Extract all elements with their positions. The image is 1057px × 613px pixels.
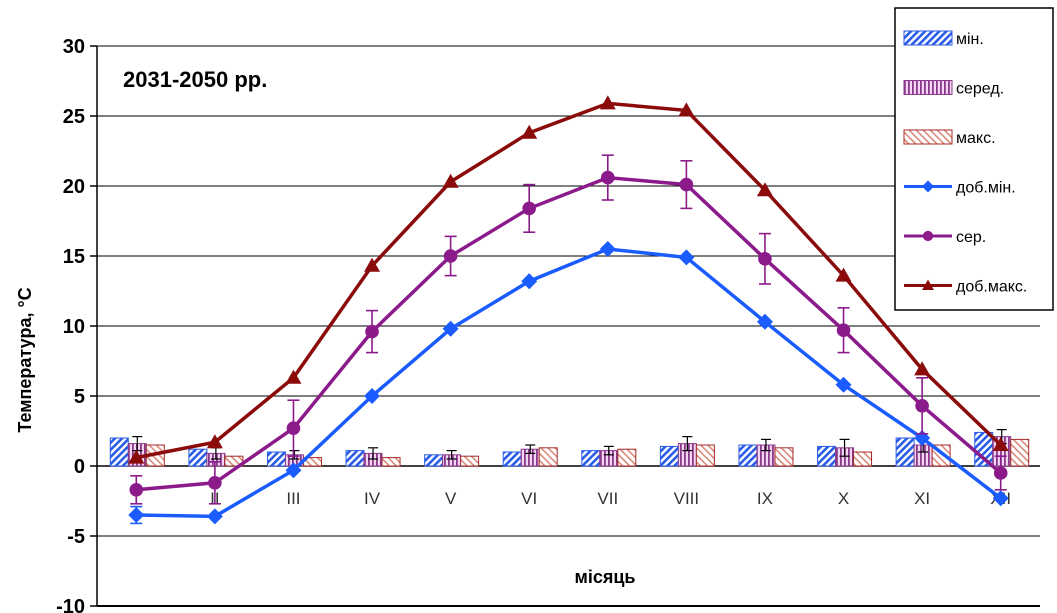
legend-label: доб.макс. bbox=[956, 279, 1027, 296]
series-line bbox=[135, 101, 1002, 460]
legend-label: доб.мін. bbox=[956, 180, 1016, 197]
data-point bbox=[992, 490, 1009, 507]
data-point bbox=[365, 324, 379, 339]
chart-title: 2031-2050 рр. bbox=[123, 67, 267, 92]
data-point bbox=[758, 251, 772, 266]
y-tick-label: -5 bbox=[67, 526, 85, 548]
data-point bbox=[442, 173, 459, 188]
bar bbox=[538, 447, 558, 467]
bar bbox=[224, 455, 244, 467]
bar bbox=[109, 437, 129, 467]
legend-swatch bbox=[903, 80, 953, 95]
bar bbox=[381, 457, 401, 467]
legend-marker bbox=[922, 180, 934, 193]
bar bbox=[345, 450, 365, 467]
data-point bbox=[599, 241, 616, 257]
data-point bbox=[599, 95, 616, 110]
data-point bbox=[915, 399, 929, 413]
bar bbox=[617, 448, 637, 467]
x-tick-label: XI bbox=[914, 489, 930, 508]
x-tick-label: III bbox=[286, 489, 300, 508]
bar bbox=[460, 455, 480, 467]
data-point bbox=[443, 249, 458, 263]
legend-marker bbox=[922, 279, 934, 290]
series-line bbox=[136, 247, 1002, 519]
bar bbox=[266, 451, 286, 467]
data-point bbox=[522, 201, 537, 216]
y-tick-label: 5 bbox=[74, 386, 85, 408]
bar bbox=[774, 447, 794, 467]
y-tick-label: -10 bbox=[56, 596, 85, 613]
y-tick-label: 0 bbox=[74, 456, 85, 478]
legend: мін. серед. макс. доб.мін. сер. доб.макс. bbox=[894, 7, 1054, 311]
x-tick-label: X bbox=[838, 489, 849, 508]
y-tick-label: 15 bbox=[63, 246, 85, 268]
data-point bbox=[442, 320, 459, 337]
data-point bbox=[679, 177, 694, 192]
legend-swatch bbox=[903, 129, 953, 145]
data-point bbox=[993, 466, 1008, 480]
bar bbox=[974, 431, 994, 467]
data-point bbox=[835, 267, 852, 282]
bar bbox=[853, 451, 873, 467]
y-tick-label: 30 bbox=[63, 36, 85, 58]
legend-label: макс. bbox=[956, 130, 996, 147]
data-point bbox=[600, 170, 615, 185]
legend-marker bbox=[922, 230, 934, 242]
data-point bbox=[128, 449, 145, 464]
bar bbox=[424, 454, 444, 467]
bar bbox=[502, 451, 522, 467]
y-axis-title: Температура, °C bbox=[15, 287, 35, 432]
y-tick-label: 25 bbox=[63, 106, 85, 128]
x-tick-labels: IIIIIIIVVVIVIIVIIIIXXXIXII bbox=[134, 489, 1011, 508]
data-point bbox=[129, 483, 144, 497]
x-tick-label: VII bbox=[597, 489, 618, 508]
bar bbox=[695, 444, 715, 467]
data-point bbox=[521, 273, 538, 290]
y-tick-labels: 30 25 20 15 10 5 0 -5 -10 bbox=[56, 36, 85, 613]
legend-label: мін. bbox=[956, 31, 984, 48]
legend-label: серед. bbox=[956, 81, 1004, 98]
bar bbox=[659, 445, 679, 467]
data-point bbox=[835, 376, 852, 393]
data-point bbox=[286, 421, 301, 436]
x-tick-label: IV bbox=[364, 489, 381, 508]
data-point bbox=[285, 462, 302, 479]
x-tick-label: VIII bbox=[674, 489, 700, 508]
data-point bbox=[521, 124, 538, 139]
data-point bbox=[992, 437, 1009, 451]
legend-label: сер. bbox=[956, 229, 986, 246]
data-point bbox=[208, 476, 222, 490]
x-axis-title: місяць bbox=[575, 567, 636, 587]
bar bbox=[581, 450, 601, 467]
bar bbox=[895, 437, 915, 467]
series-line bbox=[136, 175, 1002, 492]
data-point bbox=[836, 323, 851, 338]
data-point bbox=[914, 361, 931, 376]
y-tick-label: 20 bbox=[63, 176, 85, 198]
x-tick-label: VI bbox=[521, 489, 537, 508]
bar bbox=[188, 448, 208, 467]
data-point bbox=[756, 182, 773, 197]
data-point bbox=[364, 257, 381, 272]
bar bbox=[1010, 438, 1030, 467]
data-point bbox=[206, 434, 223, 449]
line-series bbox=[128, 95, 1009, 525]
axes bbox=[96, 46, 1040, 607]
data-point bbox=[285, 369, 302, 384]
y-tick-label: 10 bbox=[63, 316, 85, 338]
x-tick-label: V bbox=[445, 489, 457, 508]
legend-swatch bbox=[903, 30, 953, 46]
data-point bbox=[678, 102, 695, 117]
bar bbox=[817, 445, 837, 467]
data-point bbox=[128, 507, 145, 523]
data-point bbox=[206, 508, 223, 525]
data-point bbox=[364, 388, 381, 404]
data-point bbox=[756, 313, 773, 330]
x-tick-label: IX bbox=[757, 489, 773, 508]
data-point bbox=[678, 249, 695, 266]
legend-box bbox=[894, 7, 1054, 311]
bar bbox=[738, 444, 758, 467]
